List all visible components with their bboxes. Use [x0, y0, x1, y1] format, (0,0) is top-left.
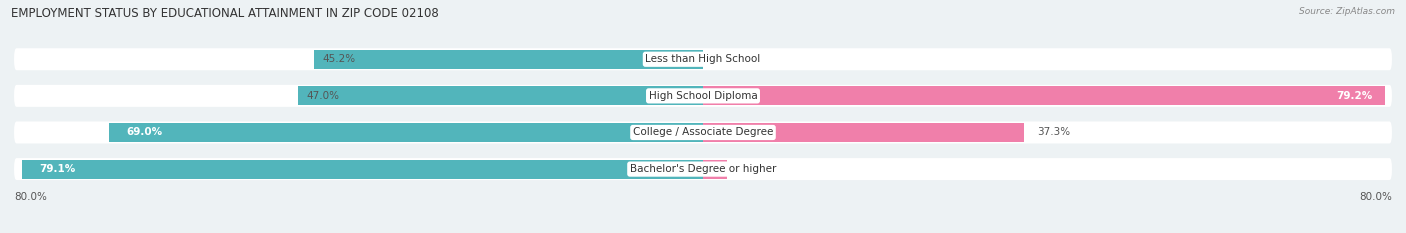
Bar — [703, 86, 1385, 105]
Text: 79.2%: 79.2% — [1336, 91, 1372, 101]
Text: 80.0%: 80.0% — [1360, 192, 1392, 202]
Text: Bachelor's Degree or higher: Bachelor's Degree or higher — [630, 164, 776, 174]
Bar — [314, 50, 703, 69]
Bar — [703, 160, 727, 179]
FancyBboxPatch shape — [14, 48, 1392, 70]
FancyBboxPatch shape — [14, 121, 1392, 144]
Bar — [703, 123, 1024, 142]
Text: College / Associate Degree: College / Associate Degree — [633, 127, 773, 137]
Bar — [22, 160, 703, 179]
FancyBboxPatch shape — [14, 85, 1392, 107]
Text: 2.8%: 2.8% — [735, 164, 762, 174]
Text: High School Diploma: High School Diploma — [648, 91, 758, 101]
Text: Less than High School: Less than High School — [645, 54, 761, 64]
Text: 0.0%: 0.0% — [711, 54, 738, 64]
FancyBboxPatch shape — [14, 158, 1392, 180]
Text: 79.1%: 79.1% — [39, 164, 76, 174]
Text: Source: ZipAtlas.com: Source: ZipAtlas.com — [1299, 7, 1395, 16]
Text: EMPLOYMENT STATUS BY EDUCATIONAL ATTAINMENT IN ZIP CODE 02108: EMPLOYMENT STATUS BY EDUCATIONAL ATTAINM… — [11, 7, 439, 20]
Bar — [108, 123, 703, 142]
Text: 37.3%: 37.3% — [1038, 127, 1070, 137]
Text: 45.2%: 45.2% — [322, 54, 356, 64]
Bar — [298, 86, 703, 105]
Text: 80.0%: 80.0% — [14, 192, 46, 202]
Text: 47.0%: 47.0% — [307, 91, 340, 101]
Text: 69.0%: 69.0% — [127, 127, 162, 137]
